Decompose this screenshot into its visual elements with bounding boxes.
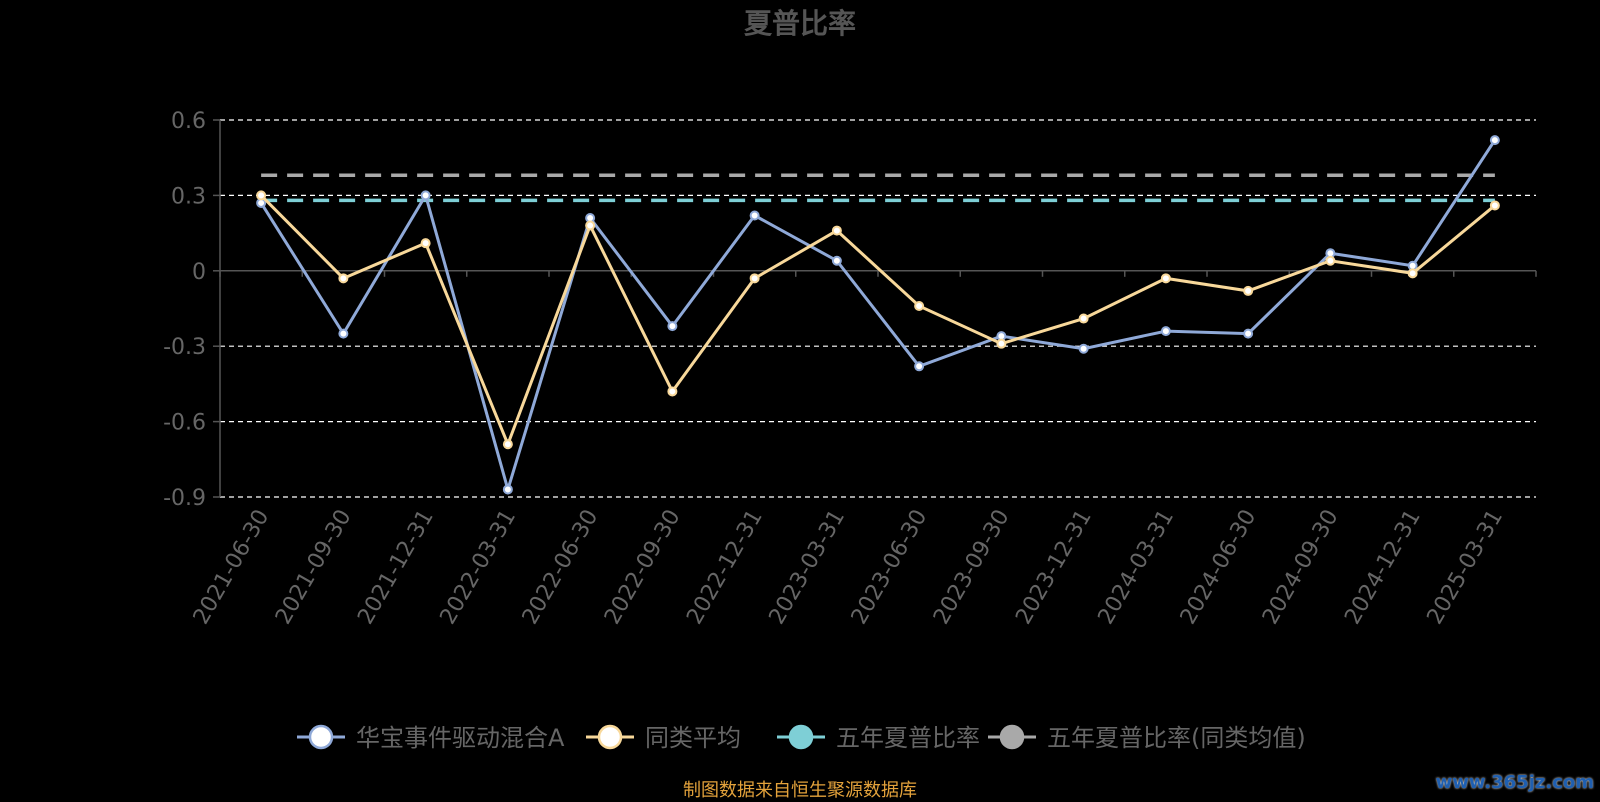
data-point xyxy=(914,300,925,311)
y-tick-label: 0.3 xyxy=(171,184,206,209)
y-tick-label: -0.9 xyxy=(163,486,206,511)
watermark: www.365jz.com xyxy=(1435,772,1594,793)
data-point xyxy=(1160,326,1171,337)
x-tick-label: 2023-12-31 xyxy=(1011,506,1097,629)
data-point xyxy=(256,190,267,201)
data-point xyxy=(420,190,431,201)
data-point xyxy=(1489,200,1500,211)
data-point xyxy=(996,338,1007,349)
series-line-1 xyxy=(260,194,1496,449)
data-point xyxy=(1489,135,1500,146)
y-tick-label: 0 xyxy=(192,260,206,285)
x-tick-label: 2021-06-30 xyxy=(189,506,275,629)
y-tick-label: -0.3 xyxy=(163,335,206,360)
data-source-note: 制图数据来自恒生聚源数据库 xyxy=(683,780,917,801)
data-point xyxy=(1160,273,1171,284)
legend-label: 五年夏普比率(同类均值) xyxy=(1047,724,1306,752)
data-point xyxy=(667,321,678,332)
legend-label: 五年夏普比率 xyxy=(836,724,980,752)
data-point xyxy=(667,386,678,397)
x-tick-label: 2024-06-30 xyxy=(1176,506,1262,629)
x-tick-label: 2021-09-30 xyxy=(271,506,357,629)
x-tick-label: 2025-03-31 xyxy=(1422,506,1508,629)
x-tick-label: 2024-09-30 xyxy=(1258,506,1344,629)
data-point xyxy=(338,328,349,339)
x-tick-label: 2023-03-31 xyxy=(764,506,850,629)
data-point xyxy=(1407,268,1418,279)
legend-label: 同类平均 xyxy=(645,724,741,752)
data-point xyxy=(831,255,842,266)
reference-lines xyxy=(261,173,1495,203)
x-tick-label: 2022-06-30 xyxy=(518,506,604,629)
data-point xyxy=(831,225,842,236)
x-tick-label: 2023-09-30 xyxy=(929,506,1015,629)
data-point xyxy=(914,361,925,372)
x-tick-label: 2021-12-31 xyxy=(353,506,439,629)
x-tick-label: 2024-03-31 xyxy=(1093,506,1179,629)
legend-marker xyxy=(308,724,334,750)
legend-item-2[interactable]: 五年夏普比率 xyxy=(777,724,980,752)
data-point xyxy=(1078,343,1089,354)
x-tick-label: 2023-06-30 xyxy=(847,506,933,629)
data-point xyxy=(1243,328,1254,339)
y-tick-label: 0.6 xyxy=(171,109,206,134)
legend-label: 华宝事件驱动混合A xyxy=(356,724,565,752)
data-point xyxy=(1078,313,1089,324)
legend-item-3[interactable]: 五年夏普比率(同类均值) xyxy=(988,724,1306,752)
data-point xyxy=(502,439,513,450)
y-tick-label: -0.6 xyxy=(163,411,206,436)
legend-marker xyxy=(597,724,623,750)
axes: 0.60.30-0.3-0.6-0.92021-06-302021-09-302… xyxy=(163,109,1537,629)
legend[interactable]: 华宝事件驱动混合A 同类平均 五年夏普比率 五年夏普比率(同类均值) xyxy=(297,724,1306,752)
series-line-0 xyxy=(259,139,1497,495)
data-point xyxy=(502,484,513,495)
data-point xyxy=(749,210,760,221)
legend-item-1[interactable]: 同类平均 xyxy=(586,724,741,752)
data-point xyxy=(338,273,349,284)
x-tick-label: 2024-12-31 xyxy=(1340,506,1426,629)
x-tick-label: 2022-09-30 xyxy=(600,506,686,629)
series-lines xyxy=(256,135,1500,495)
legend-item-0[interactable]: 华宝事件驱动混合A xyxy=(297,724,565,752)
chart-title: 夏普比率 xyxy=(744,7,856,40)
data-point xyxy=(1325,255,1336,266)
data-point xyxy=(1243,285,1254,296)
data-point xyxy=(420,238,431,249)
legend-marker xyxy=(788,724,814,750)
data-point xyxy=(585,220,596,231)
legend-marker xyxy=(999,724,1025,750)
x-tick-label: 2022-03-31 xyxy=(435,506,521,629)
data-point xyxy=(749,273,760,284)
x-tick-label: 2022-12-31 xyxy=(682,506,768,629)
